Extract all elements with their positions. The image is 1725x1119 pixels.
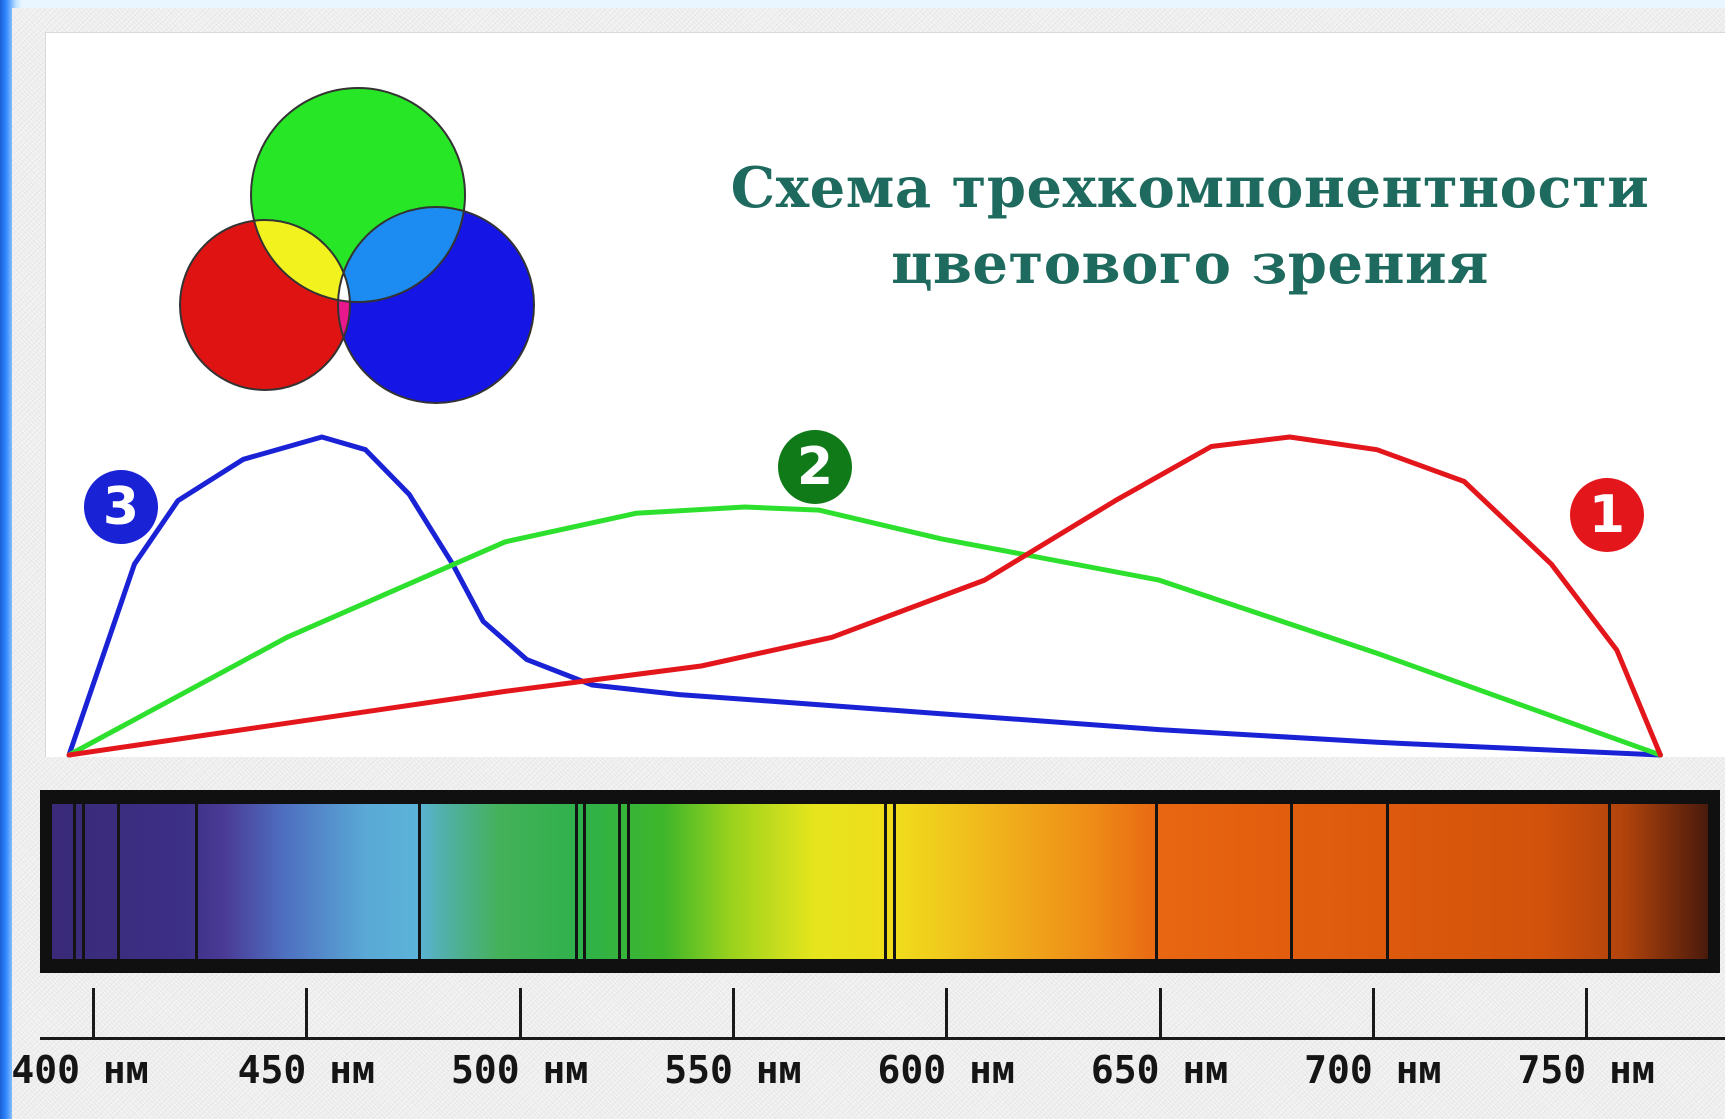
spectral-line bbox=[1154, 804, 1158, 959]
axis-tick bbox=[1371, 988, 1375, 1038]
sensitivity-curves bbox=[66, 434, 1663, 758]
sensitivity-curve-3 bbox=[66, 434, 1663, 758]
axis-tick bbox=[1585, 988, 1589, 1038]
axis-tick bbox=[1158, 988, 1162, 1038]
spectral-line bbox=[618, 804, 622, 959]
sensitivity-curve-2 bbox=[66, 504, 1663, 758]
spectral-line bbox=[82, 804, 86, 959]
axis-tick-label: 600 нм bbox=[877, 1048, 1015, 1092]
title-line-1: Схема трехкомпонентности bbox=[730, 155, 1650, 221]
venn-yellow-overlap bbox=[251, 220, 350, 302]
spectral-line bbox=[1385, 804, 1389, 959]
title-line-2: цветового зрения bbox=[891, 231, 1489, 297]
axis-tick bbox=[518, 988, 522, 1038]
spectral-line bbox=[73, 804, 77, 959]
spectral-line bbox=[574, 804, 578, 959]
spectral-line bbox=[195, 804, 199, 959]
visible-spectrum-strip bbox=[40, 790, 1720, 973]
axis-tick-label: 500 нм bbox=[450, 1048, 589, 1092]
spectrum-gradient bbox=[52, 804, 1708, 959]
axis-tick bbox=[945, 988, 949, 1038]
badge-red-1: 1 bbox=[1570, 478, 1644, 552]
badge-green-2: 2 bbox=[778, 430, 852, 504]
spectral-line bbox=[893, 804, 897, 959]
axis-tick-label: 700 нм bbox=[1304, 1048, 1442, 1092]
spectral-line bbox=[583, 804, 587, 959]
axis-tick-label: 650 нм bbox=[1090, 1048, 1229, 1092]
spectral-line bbox=[116, 804, 120, 959]
spectral-line bbox=[627, 804, 631, 959]
axis-tick-label: 550 нм bbox=[664, 1048, 802, 1092]
spectral-line bbox=[1608, 804, 1612, 959]
axis-tick bbox=[305, 988, 309, 1038]
sensitivity-curve-1 bbox=[66, 434, 1663, 758]
axis-tick bbox=[731, 988, 735, 1038]
wavelength-axis-line bbox=[40, 1037, 1725, 1040]
spectral-line bbox=[417, 804, 421, 959]
venn-cyan-overlap bbox=[338, 207, 465, 302]
axis-tick-label: 750 нм bbox=[1517, 1048, 1655, 1092]
badge-blue-3: 3 bbox=[84, 470, 158, 544]
axis-tick bbox=[92, 988, 95, 1038]
axis-tick-label: 400 нм bbox=[11, 1048, 149, 1092]
diagram-title: Схема трехкомпонентности цветового зрени… bbox=[700, 150, 1680, 302]
spectral-line bbox=[884, 804, 888, 959]
axis-tick-label: 450 нм bbox=[237, 1048, 375, 1092]
venn-diagram bbox=[179, 87, 535, 404]
spectral-line bbox=[1289, 804, 1293, 959]
